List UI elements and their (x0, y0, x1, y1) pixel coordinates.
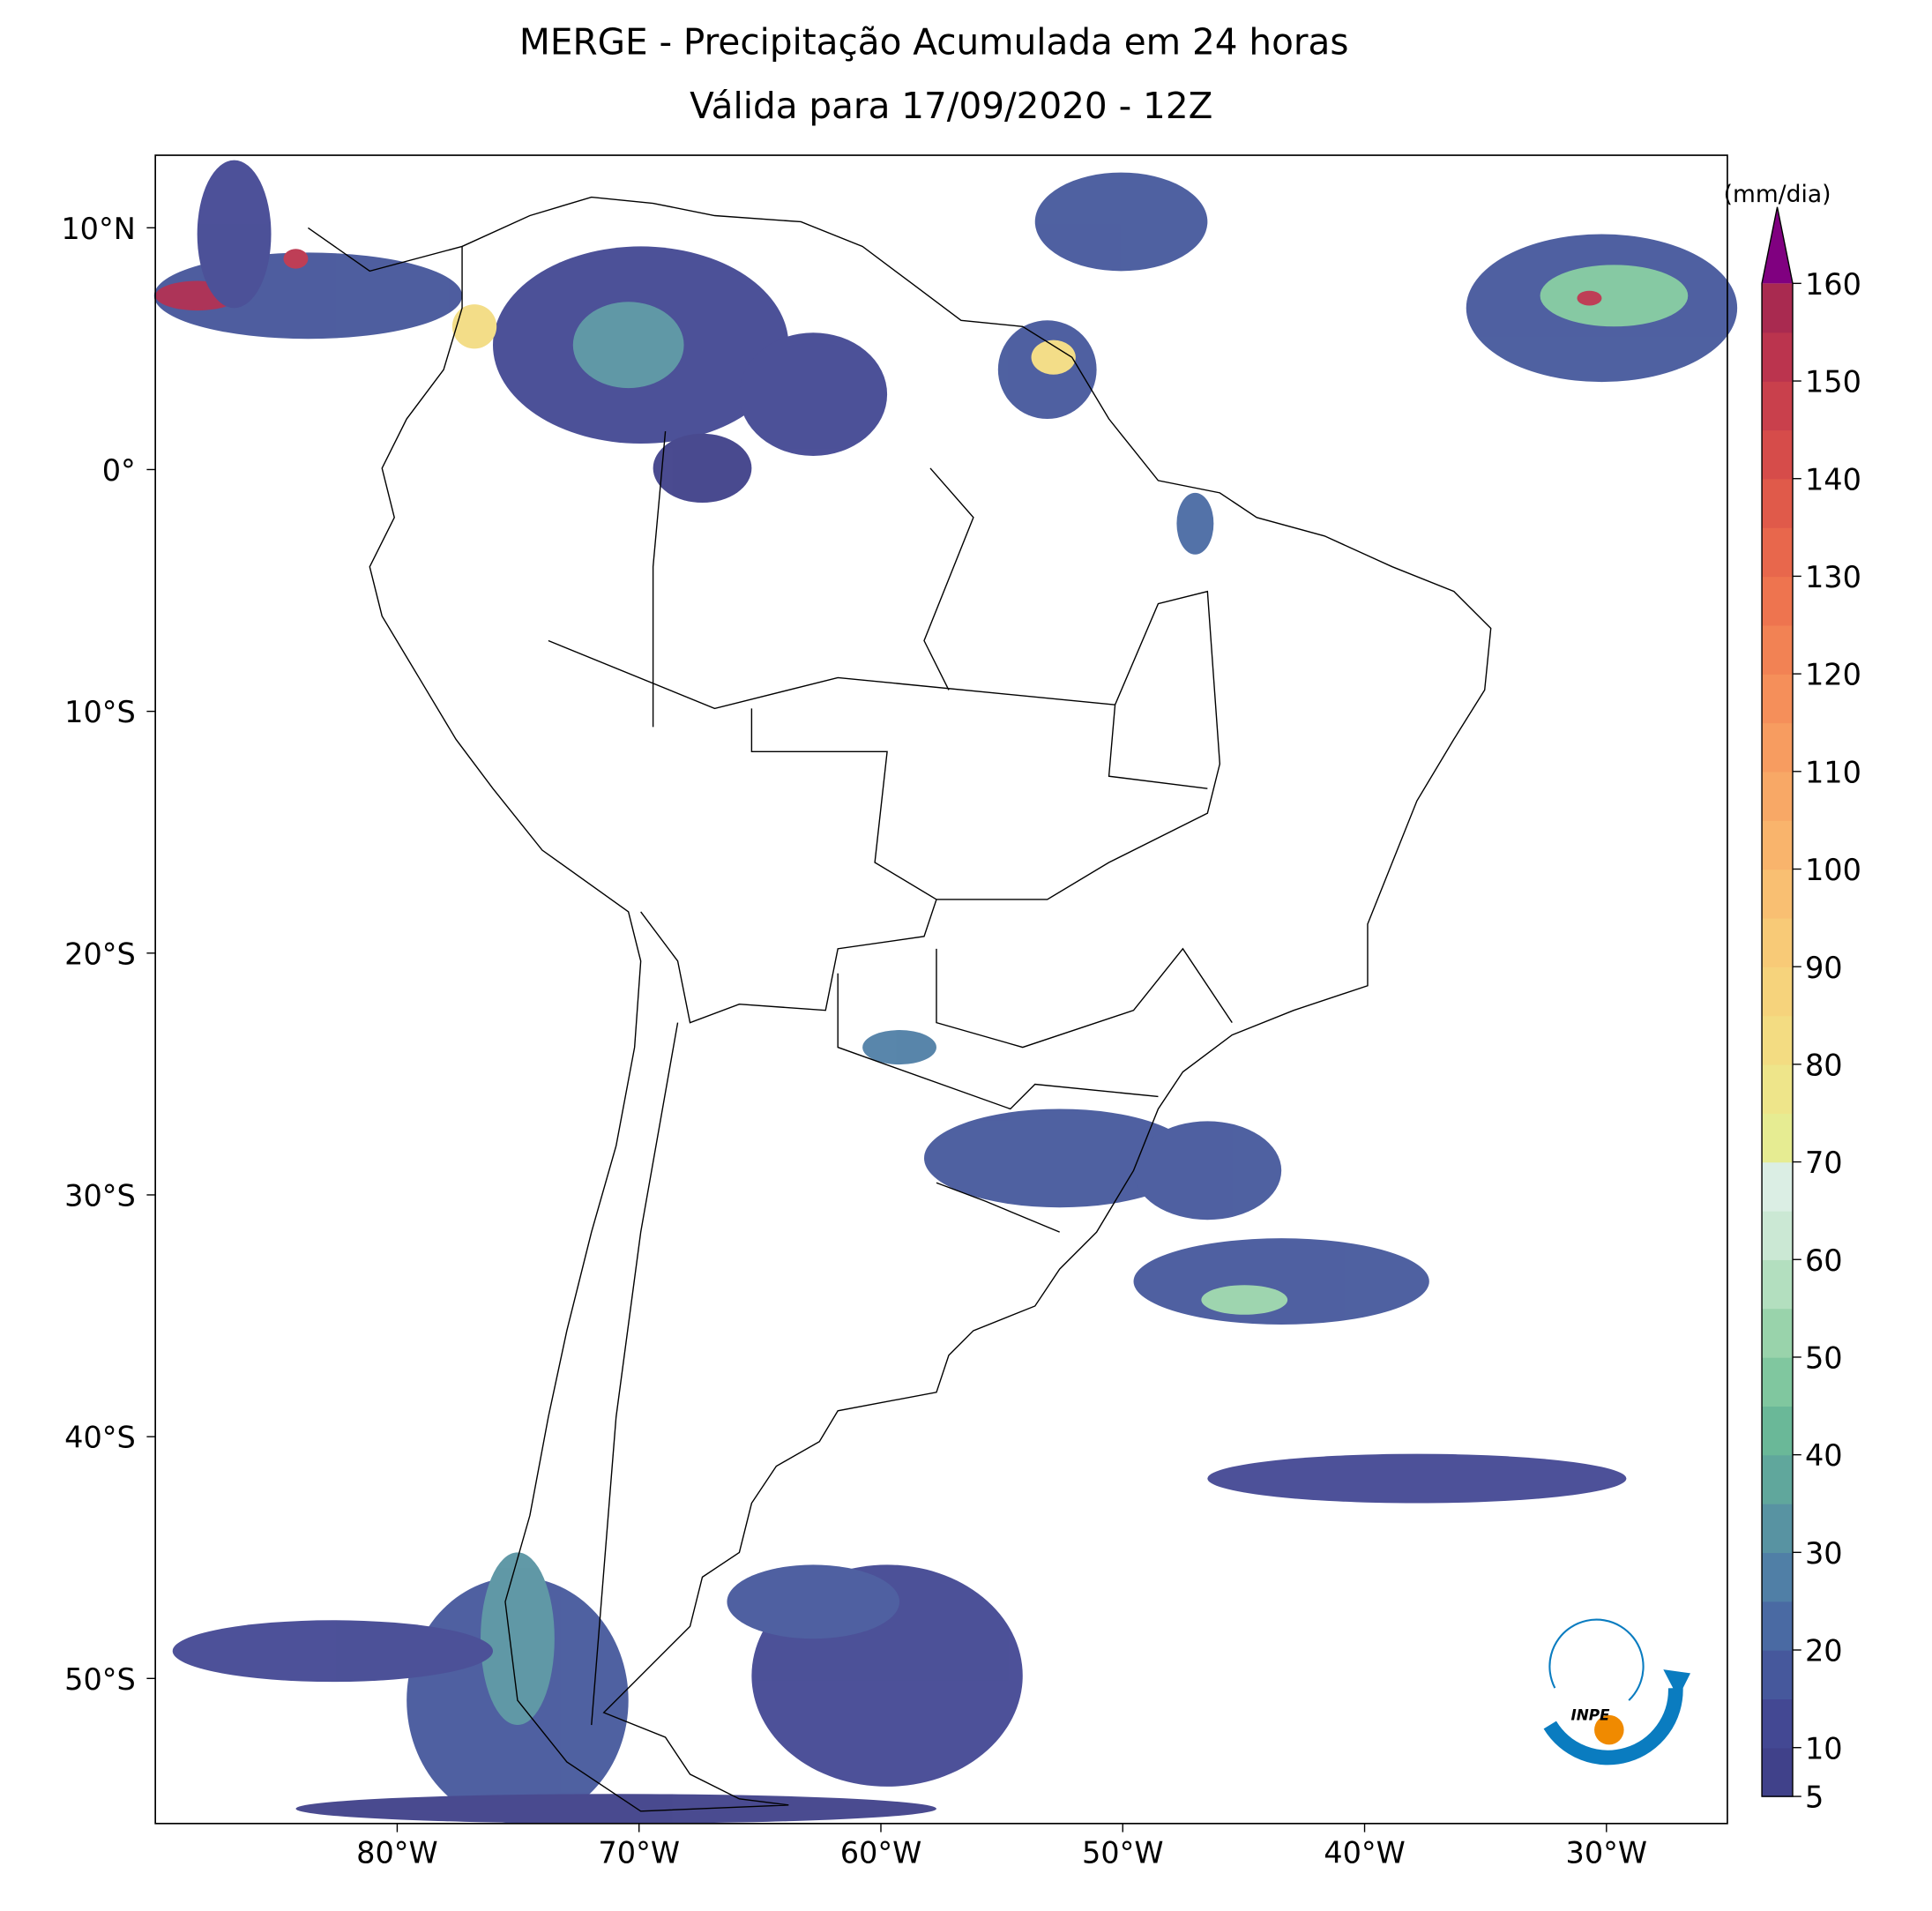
colorbar-segment (1762, 1259, 1793, 1310)
colorbar-segment (1762, 1503, 1793, 1554)
colorbar-tick-label: 150 (1805, 365, 1861, 399)
coastline (308, 196, 1492, 1812)
colorbar-segment (1762, 820, 1793, 870)
colorbar-segment (1762, 1650, 1793, 1700)
colorbar-segment (1762, 1161, 1793, 1212)
colorbar-segment (1762, 917, 1793, 967)
colorbar-segment (1762, 1601, 1793, 1651)
chart-subtitle: Válida para 17/09/2020 - 12Z (690, 85, 1212, 127)
inpe-logo: INPE (1543, 1618, 1691, 1765)
colorbar-segment (1762, 967, 1793, 1017)
colorbar-tick-label: 40 (1805, 1438, 1843, 1473)
colorbar-segment (1762, 1552, 1793, 1602)
colorbar-tick-label: 30 (1805, 1536, 1843, 1571)
colorbar-tick-label: 5 (1805, 1780, 1824, 1815)
colorbar-segment (1762, 1698, 1793, 1749)
colorbar-tick-label: 130 (1805, 560, 1861, 594)
colorbar-tick-label: 80 (1805, 1048, 1843, 1082)
colorbar-segment (1762, 674, 1793, 724)
colorbar-segment (1762, 722, 1793, 773)
precipitation (153, 160, 1738, 1824)
colorbar-segment (1762, 478, 1793, 528)
y-tick-label: 30°S (64, 1179, 136, 1213)
colorbar-segment (1762, 1064, 1793, 1114)
y-tick-label: 40°S (64, 1421, 136, 1455)
x-tick-label: 50°W (1082, 1836, 1164, 1870)
colorbar-segment (1762, 1747, 1793, 1797)
colorbar-segment (1762, 1308, 1793, 1358)
y-tick-label: 10°S (64, 695, 136, 729)
colorbar-segment (1762, 381, 1793, 431)
map-frame (154, 154, 1728, 1825)
y-tick-label: 50°S (64, 1662, 136, 1697)
x-tick-label: 60°W (840, 1836, 922, 1870)
colorbar-tick-label: 90 (1805, 951, 1843, 985)
colorbar-frame (1761, 206, 1794, 1797)
logo-text: INPE (1571, 1706, 1611, 1723)
colorbar-segment (1762, 624, 1793, 675)
colorbar-segment (1762, 1454, 1793, 1504)
colorbar-segment (1762, 1210, 1793, 1260)
colorbar-tick-label: 50 (1805, 1341, 1843, 1376)
colorbar-tick-label: 60 (1805, 1243, 1843, 1278)
colorbar-segment (1762, 1356, 1793, 1407)
y-tick-label: 20°S (64, 937, 136, 971)
colorbar-tick-label: 70 (1805, 1146, 1843, 1180)
colorbar-segment (1762, 1015, 1793, 1065)
colorbar-segment (1762, 527, 1793, 578)
colorbar-tick-label: 140 (1805, 462, 1861, 496)
colorbar-tick-label: 100 (1805, 853, 1861, 887)
x-tick-label: 40°W (1324, 1836, 1406, 1870)
colorbar-tick-label: 10 (1805, 1731, 1843, 1765)
colorbar-tick-label: 120 (1805, 658, 1861, 692)
x-tick-label: 70°W (598, 1836, 680, 1870)
x-tick-label: 80°W (356, 1836, 438, 1870)
colorbar-segment (1762, 332, 1793, 382)
y-tick-label: 10°N (61, 212, 135, 246)
colorbar-tick-label: 160 (1805, 267, 1861, 302)
colorbar-tick-label: 20 (1805, 1634, 1843, 1668)
colorbar-tick-label: 110 (1805, 755, 1861, 789)
colorbar-segment (1762, 869, 1793, 919)
colorbar-segment (1762, 429, 1793, 480)
colorbar-label: (mm/dia) (1724, 181, 1831, 208)
colorbar-segment (1762, 1406, 1793, 1456)
colorbar-segment (1762, 576, 1793, 626)
y-tick-label: 0° (102, 453, 136, 488)
colorbar-segment (1762, 1113, 1793, 1163)
chart-title: MERGE - Precipitação Acumulada em 24 hor… (519, 20, 1348, 63)
colorbar-extension (1762, 206, 1793, 284)
colorbar-segment (1762, 771, 1793, 821)
colorbar-segment (1762, 283, 1793, 333)
x-tick-label: 30°W (1566, 1836, 1648, 1870)
